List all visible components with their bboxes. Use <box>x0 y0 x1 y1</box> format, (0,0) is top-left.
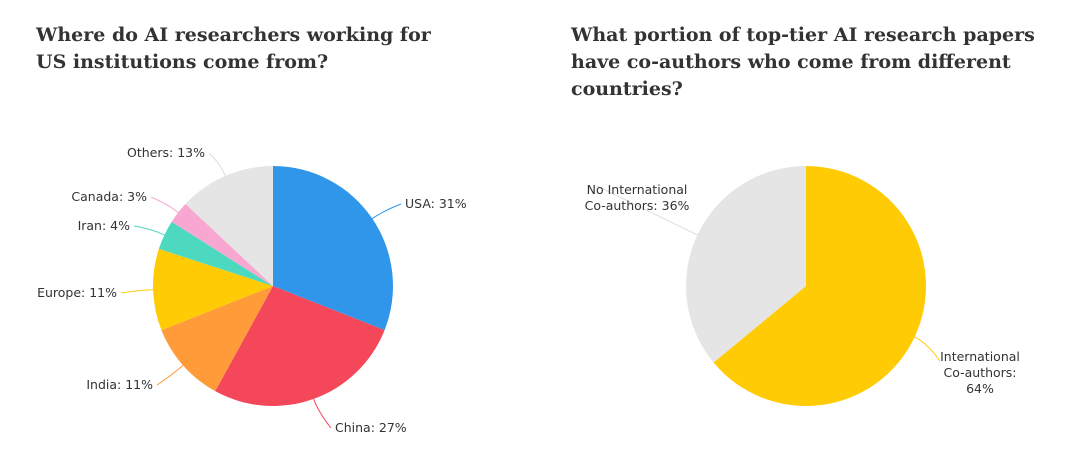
data-label: Canada: 3% <box>71 189 147 204</box>
leader-line <box>208 152 226 177</box>
chart-title: Where do AI researchers working for US i… <box>36 24 431 73</box>
leader-line <box>133 225 165 236</box>
pie-slice <box>215 286 385 406</box>
pie-slice <box>185 166 273 286</box>
data-label: Europe: 11% <box>37 285 117 300</box>
data-label: India: 11% <box>86 377 153 392</box>
data-label: International Co-authors: 64% <box>940 349 1020 396</box>
chart-title: What portion of top-tier AI research pap… <box>571 24 1035 100</box>
pie-slice <box>153 248 273 331</box>
leader-line <box>371 203 402 219</box>
pie-slice <box>161 286 273 392</box>
data-label: China: 27% <box>335 420 407 435</box>
pie-slice <box>713 166 927 406</box>
leader-line <box>914 336 941 362</box>
leader-line <box>120 289 154 294</box>
leader-line <box>150 196 179 213</box>
data-label: Others: 13% <box>127 145 205 160</box>
pie-slice <box>158 221 273 286</box>
pie-slice <box>273 166 393 331</box>
leader-line <box>313 398 332 429</box>
data-label: USA: 31% <box>405 196 467 211</box>
data-label: No International Co-authors: 36% <box>584 182 690 213</box>
leader-line <box>596 185 698 236</box>
data-label: Iran: 4% <box>77 218 130 233</box>
pie-slice <box>686 166 806 363</box>
pie-slice <box>171 203 273 286</box>
leader-line <box>156 364 184 386</box>
